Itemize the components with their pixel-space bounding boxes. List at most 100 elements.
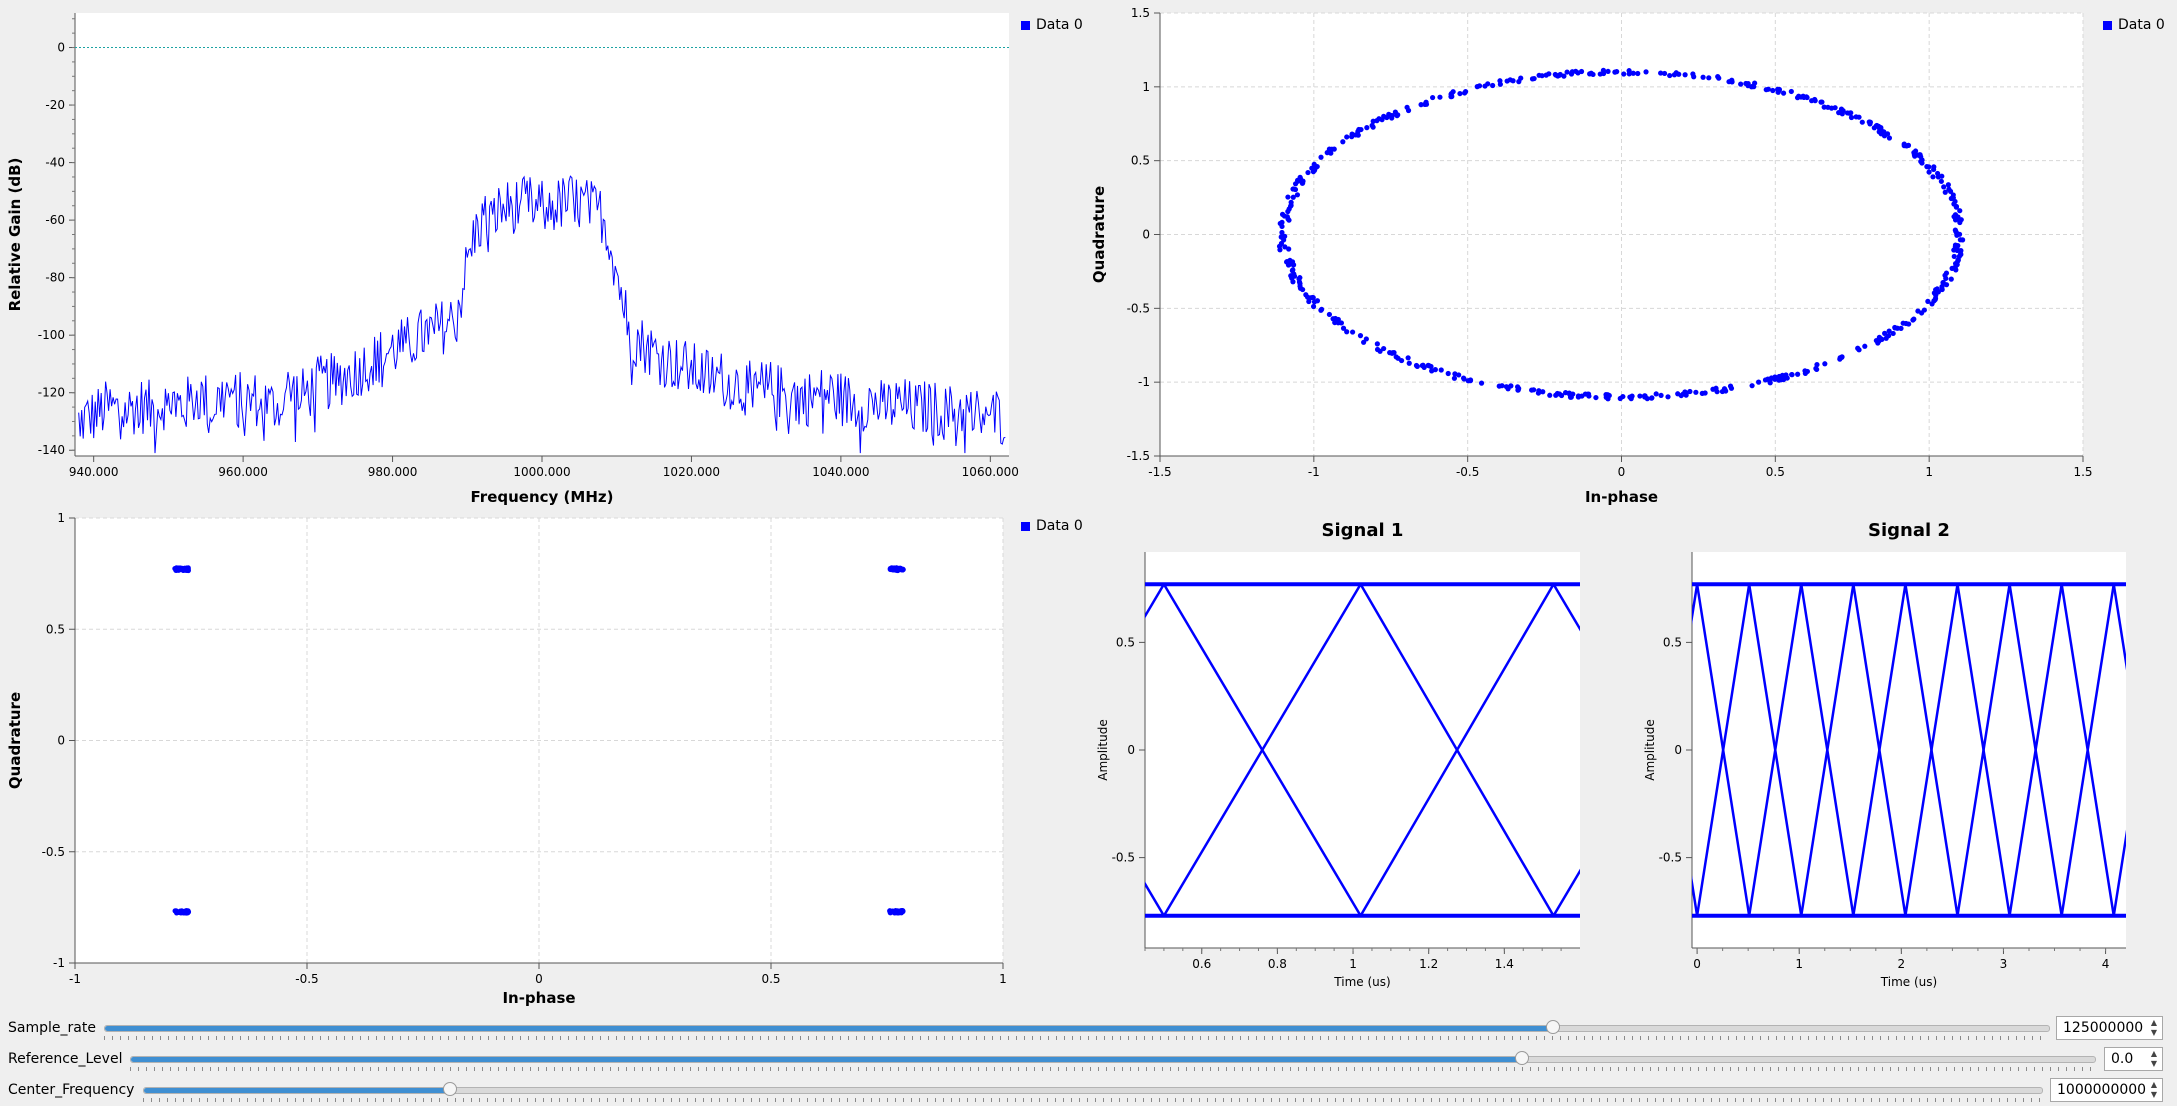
constellation-plot-bottom[interactable]: -1 -0.5 0 0.5 1 1 0.5 0 -0.5 -1 In-phase Quadrature [0,510,1100,1010]
data-point [1340,139,1346,145]
data-point [1925,298,1931,304]
data-point [1626,71,1632,77]
data-point [1451,375,1458,381]
data-point [1921,307,1927,313]
y-tick-label: 0 [1127,743,1135,757]
data-point [1630,70,1636,76]
data-point [1952,198,1958,205]
y-tick-label: 1 [57,511,65,525]
data-point [1929,301,1935,307]
constellation-plot-bottom-panel[interactable]: -1 -0.5 0 0.5 1 1 0.5 0 -0.5 -1 In-phase Quadrature… [0,510,1100,1010]
data-point [1465,378,1471,384]
eye-transition [1852,584,1907,916]
data-point [1665,394,1671,400]
data-point [1597,71,1603,77]
x-tick-label: 0 [1693,957,1701,971]
data-point [1294,192,1301,198]
center-frequency-slider-handle[interactable] [442,1082,457,1096]
x-tick-label: 1 [1349,957,1357,971]
legend[interactable]: Data 0 [2103,17,2165,33]
data-point [1419,362,1425,369]
x-axis-label: In-phase [1585,488,1658,506]
data-point [1839,354,1845,360]
data-point [1951,214,1957,220]
spin-arrows-icon[interactable]: ▲ ▼ [2150,1080,2158,1099]
data-point [1848,114,1855,121]
x-tick-label: 1 [999,972,1007,986]
constellation-plot-top[interactable]: -1.5 -1 -0.5 0 0.5 1 1.5 1.5 1 0.5 0 -0.5 -1 -1.5 In-p… [1090,0,2177,510]
eye-transition [1904,584,1959,916]
data-point [1956,231,1963,237]
data-point [185,908,191,915]
frequency-plot[interactable]: 940.000 960.000 980.000 1000.000 1020.000 104… [0,0,1100,510]
data-point [1693,389,1699,395]
center-frequency-slider[interactable] [143,1082,2043,1096]
data-point [1457,90,1463,97]
x-tick-label: 1000.000 [513,465,570,479]
spin-arrows-icon[interactable]: ▲ ▼ [2150,1049,2158,1068]
data-point [1627,394,1633,400]
sample-rate-label: Sample_rate [8,1020,96,1036]
y-tick-label: 0 [1674,743,1682,757]
data-point [1567,391,1573,398]
spectrum-trace [78,175,1006,454]
data-point [1461,376,1467,382]
data-point [1942,272,1948,278]
reference-level-slider[interactable] [130,1051,2096,1065]
data-point [1344,329,1350,335]
plot-title: Signal 1 [1322,520,1404,541]
data-point [1364,125,1370,131]
sample-rate-slider-handle[interactable] [1546,1020,1561,1034]
eye-diagram-signal-1-panel[interactable]: 0.6 0.8 1 1.2 1.4 0.5 0 -0.5 Time (us) Amplitude S… [1090,510,1650,1010]
sample-rate-slider[interactable] [104,1020,2050,1034]
data-point [1886,135,1893,141]
data-point [1358,126,1364,133]
eye-diagram-signal-1[interactable]: 0.6 0.8 1 1.2 1.4 0.5 0 -0.5 Time (us) Amplitude S… [1090,510,1650,1010]
data-point [1516,79,1522,85]
data-point [1282,233,1288,239]
data-point [1942,189,1948,195]
data-point [1950,192,1956,198]
legend-swatch [1021,521,1030,531]
eye-traces [1145,582,1580,918]
reference-level-slider-handle[interactable] [1514,1051,1529,1065]
y-tick-label: 0 [57,41,65,55]
data-point [174,567,180,573]
y-tick-label: -60 [45,213,65,227]
x-tick-label: 0 [535,972,543,986]
x-tick-label: -0.5 [1456,465,1479,479]
data-point [1332,315,1338,322]
data-point [1505,386,1511,392]
reference-level-spinbox[interactable]: 0.0 ▲ ▼ [2104,1047,2163,1071]
data-point [184,565,190,571]
data-point [1381,345,1387,352]
data-point [1960,237,1966,243]
data-point [1496,383,1502,389]
data-point [1781,376,1787,382]
y-tick-label: 1.5 [1131,6,1150,20]
data-point [1452,371,1458,377]
x-tick-label: 0.6 [1192,957,1211,971]
data-point [1951,253,1957,260]
constellation-plot-top-panel[interactable]: -1.5 -1 -0.5 0 0.5 1 1.5 1.5 1 0.5 0 -0.5 -1 -1.5 In-p… [1090,0,2177,510]
data-point [173,908,179,914]
legend[interactable]: Data 0 [1021,17,1083,33]
eye-diagram-signal-2[interactable]: 0 1 2 3 4 0.5 0 -0.5 Time (us) Amplitude Signal 2 [1643,510,2177,1010]
center-frequency-spinbox[interactable]: 1000000000 ▲ ▼ [2050,1078,2163,1102]
x-tick-label: 1 [1795,957,1803,971]
data-point [1490,82,1496,89]
sample-rate-spinbox[interactable]: 125000000 ▲ ▼ [2056,1016,2163,1040]
data-point [1332,319,1338,326]
spin-arrows-icon[interactable]: ▲ ▼ [2150,1018,2158,1037]
eye-diagram-signal-2-panel[interactable]: 0 1 2 3 4 0.5 0 -0.5 Time (us) Amplitude Signal 2 [1643,510,2177,1010]
x-axis-label: Time (us) [1880,975,1937,989]
data-point [1900,320,1906,326]
data-point [1756,379,1762,385]
data-point [1448,94,1454,100]
frequency-plot-panel[interactable]: 940.000 960.000 980.000 1000.000 1020.000 104… [0,0,1100,510]
x-tick-label: 1020.000 [663,465,720,479]
data-point [1644,396,1650,402]
data-point [1593,394,1599,401]
legend[interactable]: Data 0 [1021,518,1083,534]
data-point [1941,184,1947,190]
